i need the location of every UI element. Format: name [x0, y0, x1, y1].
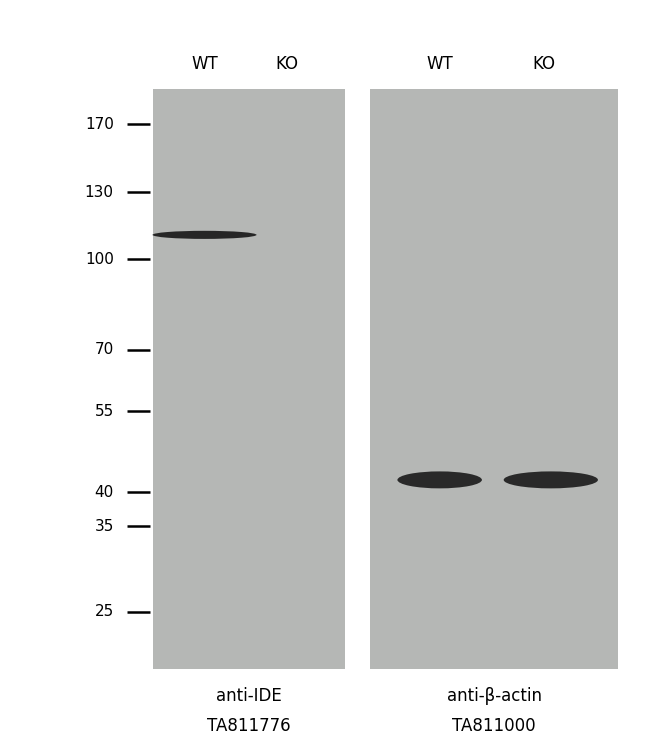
Text: WT: WT	[426, 55, 453, 73]
Text: anti-IDE: anti-IDE	[216, 687, 281, 705]
Text: 70: 70	[94, 343, 114, 357]
Text: 100: 100	[85, 252, 114, 267]
Text: TA811776: TA811776	[207, 717, 291, 735]
Text: WT: WT	[191, 55, 218, 73]
Text: 35: 35	[94, 519, 114, 533]
Text: 40: 40	[94, 484, 114, 500]
Text: 130: 130	[84, 185, 114, 200]
Text: 55: 55	[94, 403, 114, 419]
Text: KO: KO	[532, 55, 555, 73]
Text: 170: 170	[85, 117, 114, 132]
Text: anti-β-actin: anti-β-actin	[447, 687, 541, 705]
Text: TA811000: TA811000	[452, 717, 536, 735]
Bar	[370, 89, 618, 669]
Text: KO: KO	[276, 55, 298, 73]
Ellipse shape	[153, 231, 257, 239]
Ellipse shape	[504, 471, 598, 488]
Ellipse shape	[397, 471, 482, 488]
Bar	[153, 89, 344, 669]
Text: 25: 25	[94, 604, 114, 620]
